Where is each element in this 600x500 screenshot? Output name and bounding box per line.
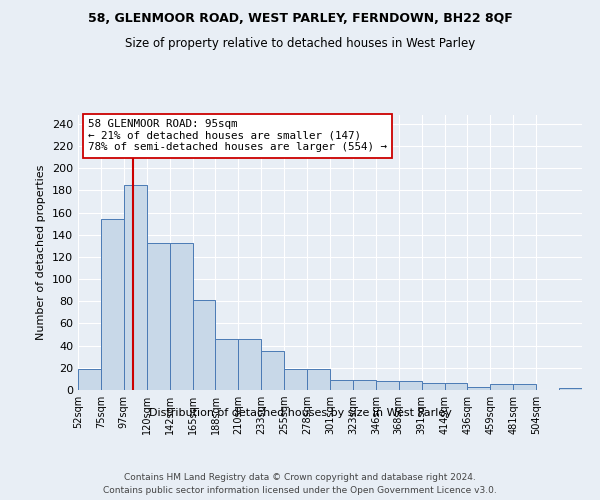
Bar (101, 219, 124, 390)
Bar (78, 369, 101, 390)
Bar (376, 381, 399, 390)
Text: Contains public sector information licensed under the Open Government Licence v3: Contains public sector information licen… (103, 486, 497, 495)
Bar (445, 384, 467, 390)
Bar (261, 351, 284, 390)
Y-axis label: Number of detached properties: Number of detached properties (37, 165, 46, 340)
Text: Contains HM Land Registry data © Crown copyright and database right 2024.: Contains HM Land Registry data © Crown c… (124, 472, 476, 482)
Text: Distribution of detached houses by size in West Parley: Distribution of detached houses by size … (149, 408, 451, 418)
Text: 58, GLENMOOR ROAD, WEST PARLEY, FERNDOWN, BH22 8QF: 58, GLENMOOR ROAD, WEST PARLEY, FERNDOWN… (88, 12, 512, 26)
Text: Size of property relative to detached houses in West Parley: Size of property relative to detached ho… (125, 38, 475, 51)
Bar (513, 384, 536, 390)
Bar (124, 185, 147, 390)
Bar (170, 242, 193, 390)
Bar (307, 369, 330, 390)
Bar (490, 384, 513, 390)
Bar (238, 339, 261, 390)
Text: 58 GLENMOOR ROAD: 95sqm
← 21% of detached houses are smaller (147)
78% of semi-d: 58 GLENMOOR ROAD: 95sqm ← 21% of detache… (88, 119, 387, 152)
Bar (399, 381, 422, 390)
Bar (422, 384, 445, 390)
Bar (193, 300, 215, 390)
Bar (147, 242, 170, 390)
Bar (559, 388, 582, 390)
Bar (330, 380, 353, 390)
Bar (215, 339, 238, 390)
Bar (353, 380, 376, 390)
Bar (284, 369, 307, 390)
Bar (467, 386, 490, 390)
